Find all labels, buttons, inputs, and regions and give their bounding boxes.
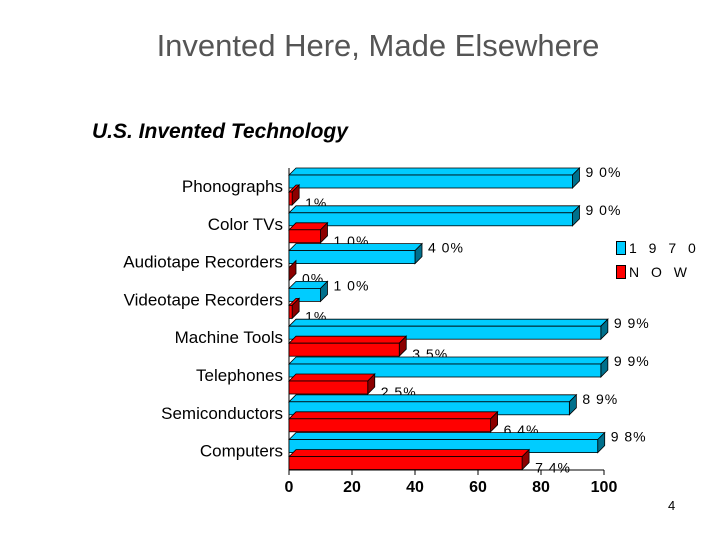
bar-1970-top (288, 205, 581, 214)
legend-swatch-now (616, 265, 626, 279)
data-label: 9 0% (586, 164, 622, 180)
data-label: 9 0% (586, 202, 622, 218)
category-label: Color TVs (208, 215, 283, 234)
category-label: Computers (200, 442, 283, 461)
x-tick-label: 20 (343, 479, 361, 496)
category-label: Telephones (196, 366, 283, 385)
legend-swatch-1970 (616, 241, 626, 255)
bar-now (288, 418, 492, 433)
data-label: 1 0% (334, 277, 370, 293)
category-label: Semiconductors (161, 404, 283, 423)
bar-1970 (288, 212, 573, 227)
bar-1970-top (288, 243, 423, 252)
bar-now (288, 456, 523, 471)
bar-1970-top (288, 394, 578, 403)
chart-legend: 1 9 7 0 N O W (616, 236, 700, 284)
page-number: 4 (668, 498, 676, 513)
bar-now-top (288, 449, 531, 458)
x-tick-label: 100 (591, 479, 618, 496)
bar-now-top (288, 373, 376, 382)
bar-now (288, 342, 400, 357)
data-label: 4 0% (428, 240, 464, 256)
bar-1970 (288, 250, 416, 265)
bar-now (288, 229, 321, 244)
bar-now-top (288, 411, 499, 420)
bar-now (288, 191, 293, 206)
data-label: 9 9% (614, 353, 650, 369)
x-tick-label: 60 (469, 479, 487, 496)
category-label: Machine Tools (175, 328, 283, 347)
x-tick-label: 80 (532, 479, 550, 496)
legend-item-1970: 1 9 7 0 (616, 236, 700, 260)
bar-now (288, 380, 369, 395)
bar-1970-top (288, 167, 581, 176)
bar-1970-top (288, 318, 609, 327)
data-label: 8 9% (582, 391, 618, 407)
legend-label-1970: 1 9 7 0 (629, 240, 700, 256)
legend-label-now: N O W (629, 264, 691, 280)
bar-1970-top (288, 356, 609, 365)
bar-1970 (288, 174, 573, 189)
data-label: 7 4% (535, 460, 571, 476)
slide-title: Invented Here, Made Elsewhere (156, 28, 600, 63)
data-label: 9 8% (611, 429, 647, 445)
bar-now-top (288, 335, 408, 344)
chart-subtitle: U.S. Invented Technology (92, 120, 348, 143)
category-label: Videotape Recorders (124, 290, 283, 309)
x-tick-label: 40 (406, 479, 424, 496)
bar-1970-top (288, 432, 606, 441)
bar-now (288, 304, 293, 319)
category-label: Audiotape Recorders (123, 253, 283, 272)
data-label: 9 9% (614, 315, 650, 331)
legend-item-now: N O W (616, 260, 700, 284)
bar-now-side (288, 259, 297, 282)
category-label: Phonographs (182, 177, 283, 196)
bar-1970 (288, 287, 321, 302)
x-tick-label: 0 (285, 479, 294, 496)
